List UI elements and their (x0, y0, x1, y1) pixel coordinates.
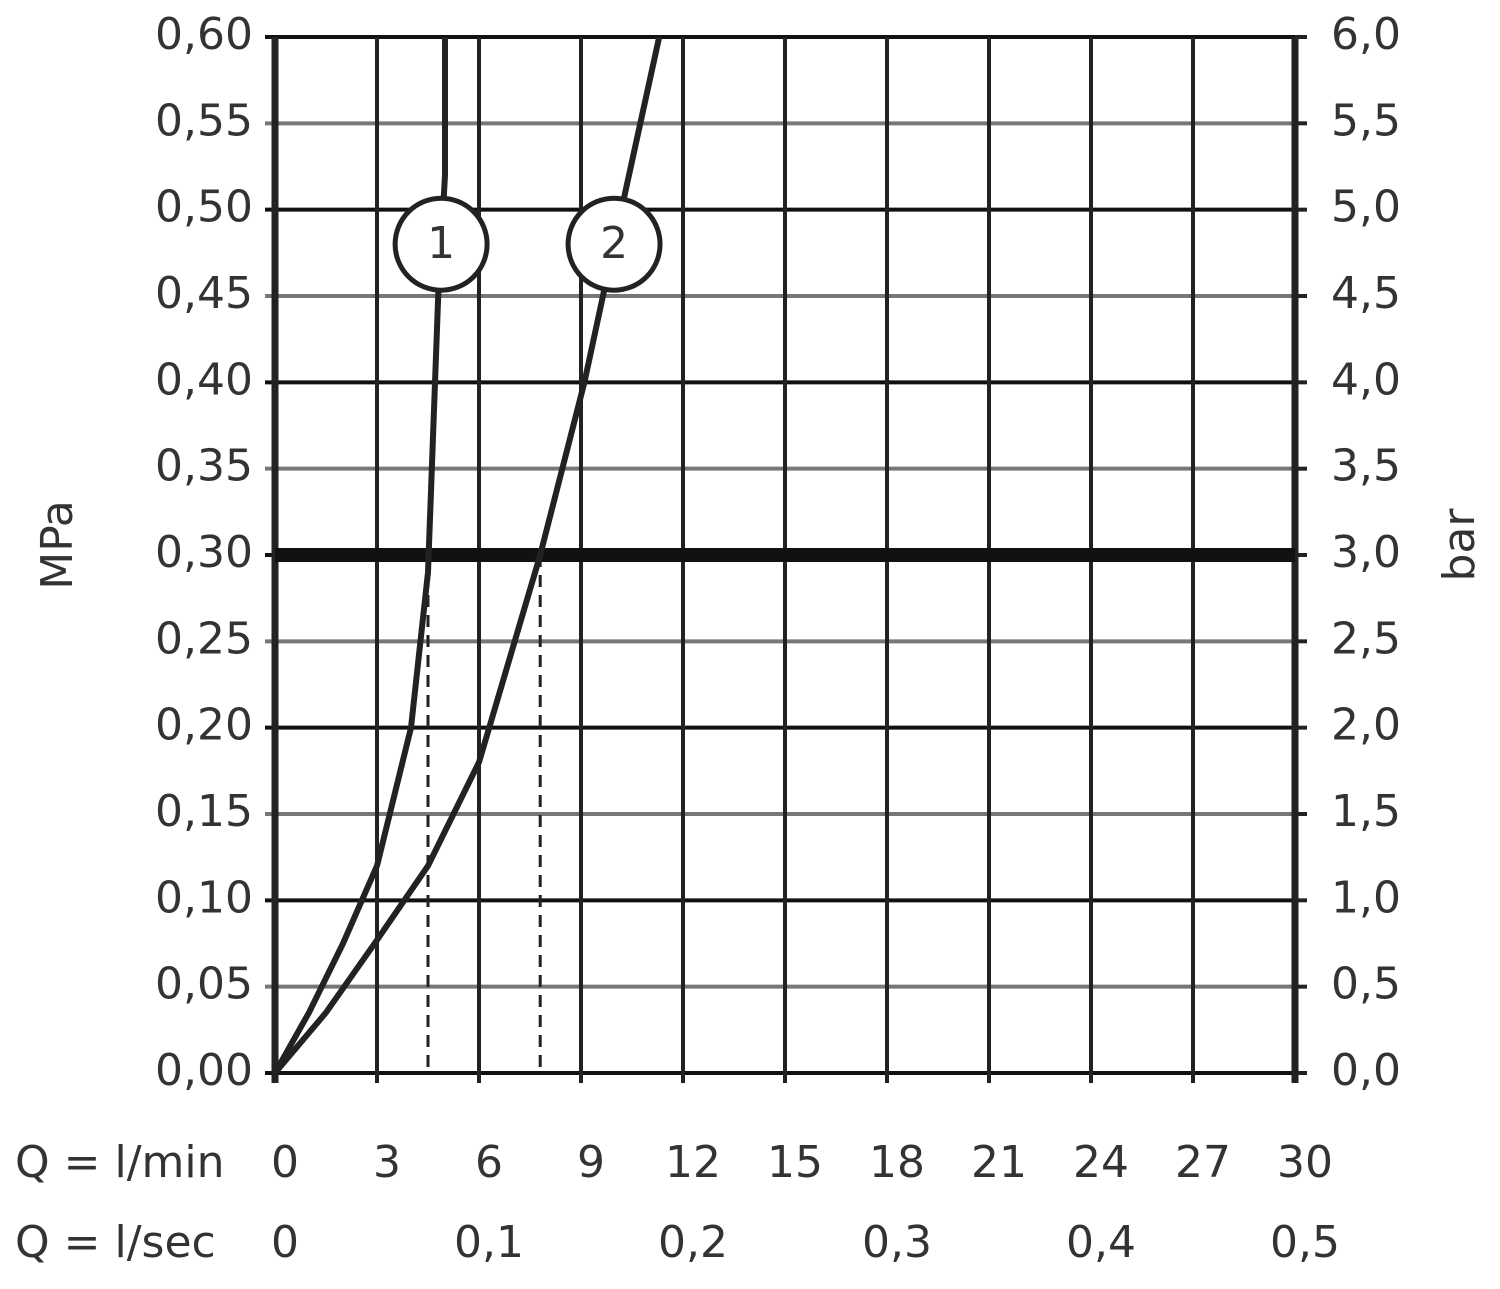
x2-tick-label: 0 (271, 1217, 299, 1268)
y2-tick-label: 6,0 (1331, 9, 1401, 60)
y2-axis-label: bar (1434, 508, 1485, 582)
y2-tick-label: 4,5 (1331, 268, 1401, 319)
y2-tick-label: 1,5 (1331, 786, 1401, 837)
y-tick-label: 0,10 (155, 872, 253, 923)
y2-tick-label: 5,5 (1331, 95, 1401, 146)
y-tick-label: 0,00 (155, 1045, 253, 1096)
x-tick-label: 12 (665, 1137, 721, 1188)
legend-label: 2 (600, 218, 628, 269)
y2-tick-label: 2,0 (1331, 700, 1401, 751)
x-tick-label: 0 (271, 1137, 299, 1188)
y-tick-label: 0,45 (155, 268, 253, 319)
y2-tick-label: 3,5 (1331, 441, 1401, 492)
y2-tick-label: 0,0 (1331, 1045, 1401, 1096)
y-tick-label: 0,20 (155, 700, 253, 751)
y-tick-label: 0,50 (155, 182, 253, 233)
x-tick-label: 15 (767, 1137, 823, 1188)
y-axis-label: MPa (32, 500, 83, 589)
x-tick-label: 6 (475, 1137, 503, 1188)
y2-tick-label: 4,0 (1331, 354, 1401, 405)
x-tick-label: 30 (1277, 1137, 1333, 1188)
y-tick-label: 0,60 (155, 9, 253, 60)
y2-tick-label: 3,0 (1331, 527, 1401, 578)
y2-tick-label: 2,5 (1331, 613, 1401, 664)
x2-tick-label: 0,3 (862, 1217, 932, 1268)
legend-marker (392, 195, 490, 293)
y-tick-label: 0,05 (155, 959, 253, 1010)
y-tick-label: 0,40 (155, 354, 253, 405)
y2-tick-label: 5,0 (1331, 182, 1401, 233)
x2-tick-label: 0,4 (1066, 1217, 1136, 1268)
x2-tick-label: 0,1 (454, 1217, 524, 1268)
legend-label: 1 (427, 218, 455, 269)
y-tick-label: 0,25 (155, 613, 253, 664)
y2-tick-label: 1,0 (1331, 872, 1401, 923)
x-tick-label: 9 (577, 1137, 605, 1188)
y2-tick-label: 0,5 (1331, 959, 1401, 1010)
x2-axis-label: Q = l/sec (15, 1217, 216, 1268)
y-tick-label: 0,35 (155, 441, 253, 492)
x-tick-label: 3 (373, 1137, 401, 1188)
y-tick-label: 0,55 (155, 95, 253, 146)
legend-marker (565, 195, 663, 293)
x-axis-label: Q = l/min (15, 1137, 225, 1188)
x-tick-label: 21 (971, 1137, 1027, 1188)
y-tick-label: 0,30 (155, 527, 253, 578)
x2-tick-label: 0,2 (658, 1217, 728, 1268)
x2-tick-label: 0,5 (1270, 1217, 1340, 1268)
y-tick-label: 0,15 (155, 786, 253, 837)
x-tick-label: 24 (1073, 1137, 1129, 1188)
x-tick-label: 18 (869, 1137, 925, 1188)
x-tick-label: 27 (1175, 1137, 1231, 1188)
